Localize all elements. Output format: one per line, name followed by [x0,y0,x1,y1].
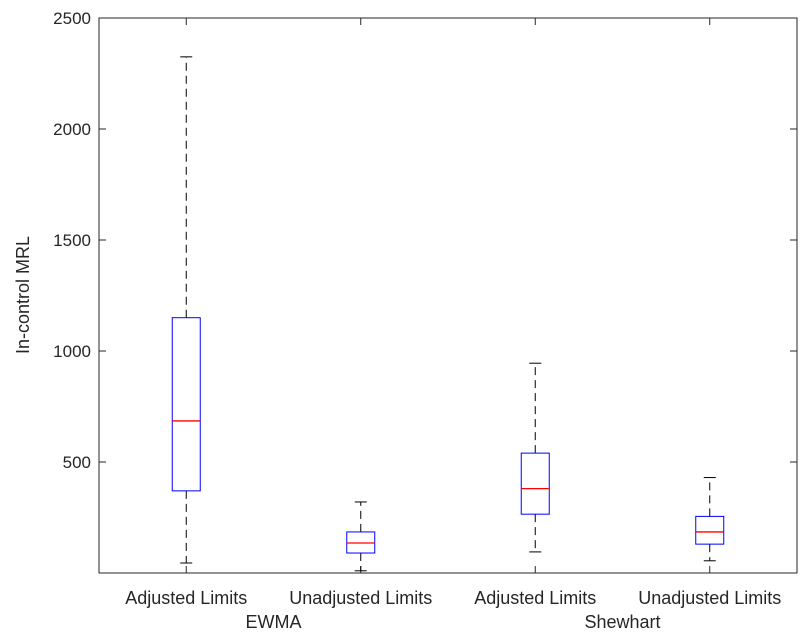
x-group-label: Shewhart [584,612,660,632]
box-plot-item [695,477,725,562]
x-axis-labels: Adjusted Limits Unadjusted Limits Adjusted… [125,588,781,632]
plot-area [98,17,798,574]
x-tick-label: Adjusted Limits [474,588,596,608]
box-plot-item [346,501,376,572]
x-tick-label: Adjusted Limits [125,588,247,608]
y-axis-title: In-control MRL [13,236,33,354]
box-plot-item [171,56,201,564]
y-tick-label: 1500 [53,231,91,250]
y-axis-ticks: 500 1000 1500 2000 2500 [53,9,797,573]
x-tick-label: Unadjusted Limits [638,588,781,608]
box-plot-item [520,362,550,553]
box-iqr [171,317,201,492]
y-tick-label: 2500 [53,9,91,28]
box-iqr [695,515,725,545]
y-tick-label: 500 [63,453,91,472]
box-series [171,56,725,572]
y-tick-label: 2000 [53,120,91,139]
y-tick-label: 1000 [53,342,91,361]
box-iqr [520,452,550,515]
x-group-label: EWMA [246,612,302,632]
x-tick-label: Unadjusted Limits [289,588,432,608]
